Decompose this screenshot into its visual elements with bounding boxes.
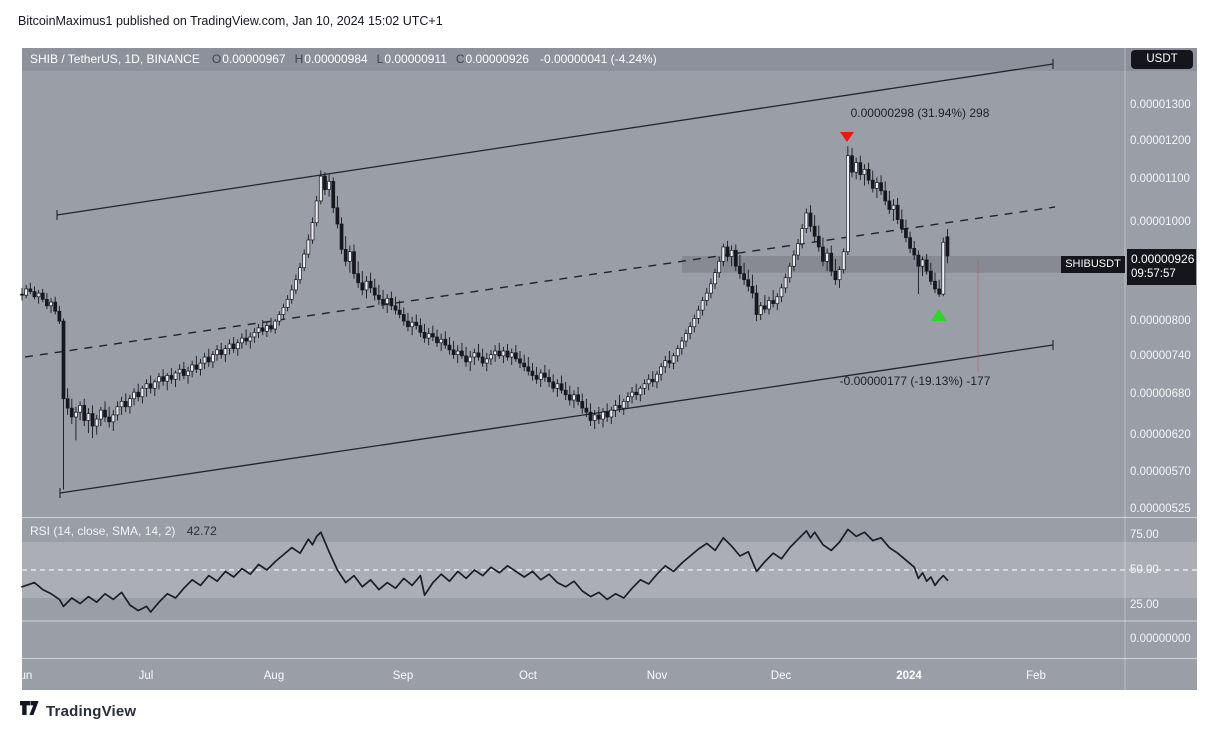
price-axis-label: 0.00001100 [1130, 173, 1190, 186]
time-axis-label: Dec [770, 670, 792, 682]
time-axis-label: Oct [519, 670, 537, 682]
price-axis-label: 0.00001200 [1130, 134, 1191, 147]
rsi-axis-label: 25.00 [1130, 599, 1159, 611]
time-axis-label: Nov [646, 670, 668, 682]
last-price-tag: 0.00000926 09:57:57 [1127, 249, 1196, 285]
last-price-value: 0.00000926 [1131, 252, 1195, 266]
time-axis-label: Jul [138, 670, 154, 682]
price-axis-label: 0.00000740 [1130, 349, 1191, 362]
ohlc-field-label: C [455, 52, 465, 66]
price-axis-label: 0.00000620 [1130, 428, 1191, 441]
ohlc-field-label: L [376, 52, 384, 66]
ohlc-field-label: O [211, 52, 222, 66]
time-axis-label: Sep [392, 670, 414, 682]
tradingview-brand-text: TradingView [46, 702, 137, 720]
rsi-neutral-band [22, 542, 1197, 598]
currency-toggle-button[interactable]: USDT [1131, 50, 1193, 69]
bar-countdown: 09:57:57 [1131, 268, 1176, 280]
symbol-price-line-tag: SHIBUSDT [1061, 256, 1125, 273]
price-axis-label: 0.00001000 [1130, 215, 1191, 228]
ohlc-field-value: 0.00000984 [304, 52, 368, 66]
publish-caption: BitcoinMaximus1 published on TradingView… [18, 14, 443, 28]
tradingview-logo-icon [20, 701, 39, 721]
tradingview-attribution[interactable]: TradingView [20, 701, 136, 721]
ohlc-toolbar: SHIB / TetherUS, 1D, BINANCE O0.00000967 H… [22, 48, 1197, 71]
price-axis-label: 0.00000680 [1130, 387, 1191, 400]
time-axis-label: Jun [13, 670, 33, 682]
price-axis-label: 0.00000800 [1130, 315, 1191, 328]
ohlc-field-value: 0.00000911 [384, 52, 447, 66]
ohlc-field-label: H [294, 52, 304, 66]
time-axis-label: Aug [263, 670, 285, 682]
time-axis-label: Feb [1026, 670, 1046, 682]
lower-measure-label: -0.00000177 (-19.13%) -177 [839, 374, 991, 388]
rsi-current-value: 42.72 [186, 524, 217, 538]
upper-measure-label: 0.00000298 (31.94%) 298 [850, 106, 990, 120]
rsi-axis-label: 75.00 [1130, 529, 1159, 541]
ohlc-field-value: 0.00000926 [465, 52, 529, 66]
time-axis-label: 2024 [896, 670, 922, 682]
rsi-axis-label: 50.00 [1130, 564, 1159, 576]
ohlc-field-value: 0.00000967 [222, 52, 286, 66]
zero-pane-label: 0.00000000 [1130, 633, 1191, 645]
price-axis-label: 0.00001300 [1130, 99, 1191, 111]
price-axis-label: 0.00000525 [1130, 502, 1191, 515]
rsi-indicator-name: RSI (14, close, SMA, 14, 2) [30, 524, 176, 538]
symbol-title[interactable]: SHIB / TetherUS, 1D, BINANCE [30, 52, 200, 66]
price-axis-label: 0.00000570 [1130, 466, 1191, 478]
change-value: -0.00000041 (-4.24%) [539, 52, 657, 66]
rsi-indicator-legend[interactable]: RSI (14, close, SMA, 14, 2) 42.72 [30, 524, 217, 538]
